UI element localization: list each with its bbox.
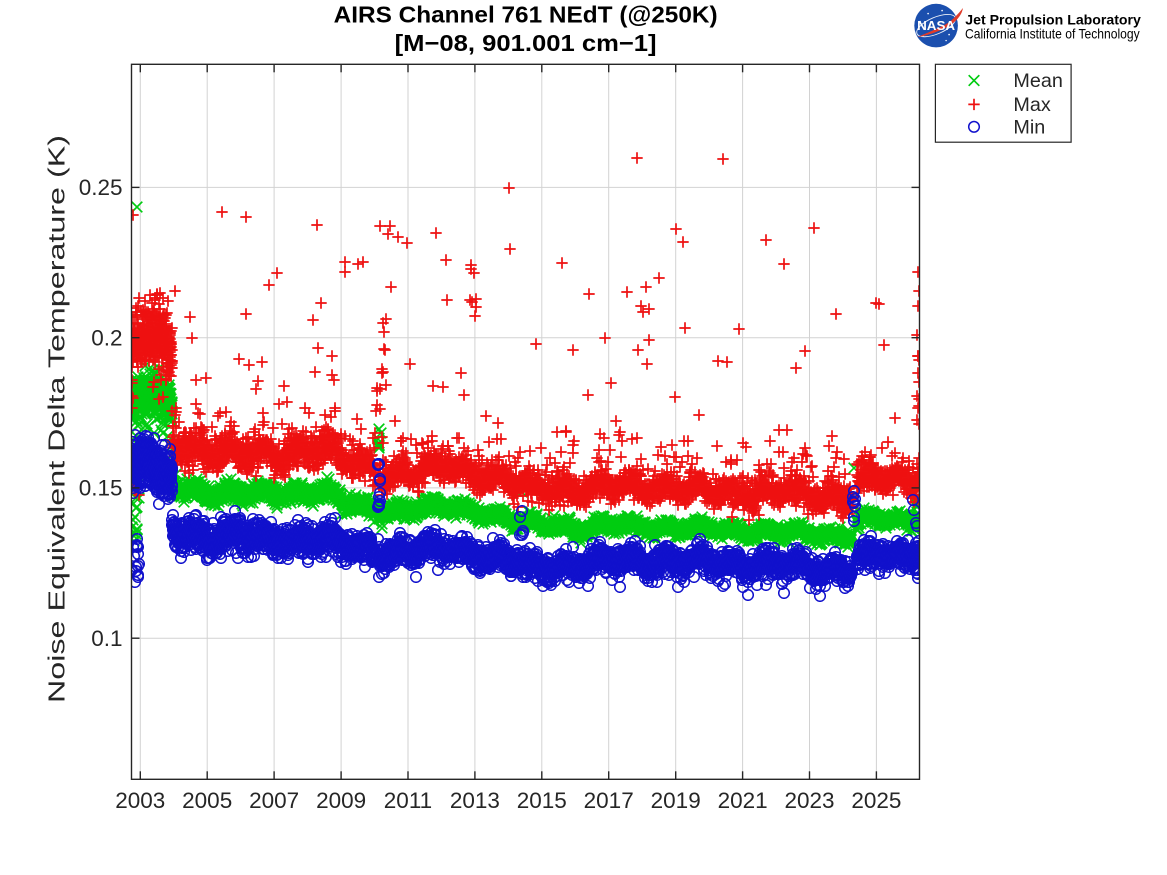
- svg-text:0.25: 0.25: [79, 175, 123, 200]
- svg-text:Noise Equivalent Delta Tempera: Noise Equivalent Delta Temperature (K): [44, 135, 70, 703]
- svg-text:2009: 2009: [316, 788, 366, 813]
- svg-text:2003: 2003: [115, 788, 165, 813]
- svg-text:AIRS Channel 761 NEdT (@250K): AIRS Channel 761 NEdT (@250K): [334, 2, 718, 28]
- svg-text:2021: 2021: [718, 788, 768, 813]
- svg-text:0.2: 0.2: [91, 325, 122, 350]
- svg-text:Mean: Mean: [1013, 70, 1062, 92]
- svg-text:2013: 2013: [450, 788, 500, 813]
- svg-text:2011: 2011: [384, 788, 432, 813]
- svg-text:Min: Min: [1013, 116, 1045, 138]
- svg-text:Jet Propulsion Laboratory: Jet Propulsion Laboratory: [965, 13, 1141, 28]
- svg-text:2005: 2005: [182, 788, 232, 813]
- svg-text:[M−08, 901.001 cm−1]: [M−08, 901.001 cm−1]: [395, 30, 657, 56]
- svg-text:0.1: 0.1: [91, 626, 122, 651]
- svg-text:0.15: 0.15: [79, 476, 123, 501]
- svg-text:2015: 2015: [517, 788, 567, 813]
- svg-text:Max: Max: [1013, 94, 1050, 116]
- svg-text:2019: 2019: [651, 788, 701, 813]
- svg-text:NASA: NASA: [917, 19, 955, 33]
- svg-text:2007: 2007: [249, 788, 299, 813]
- svg-text:2017: 2017: [584, 788, 634, 813]
- svg-text:California Institute of Techno: California Institute of Technology: [965, 26, 1140, 41]
- svg-text:2025: 2025: [851, 788, 901, 813]
- svg-text:2023: 2023: [784, 788, 834, 813]
